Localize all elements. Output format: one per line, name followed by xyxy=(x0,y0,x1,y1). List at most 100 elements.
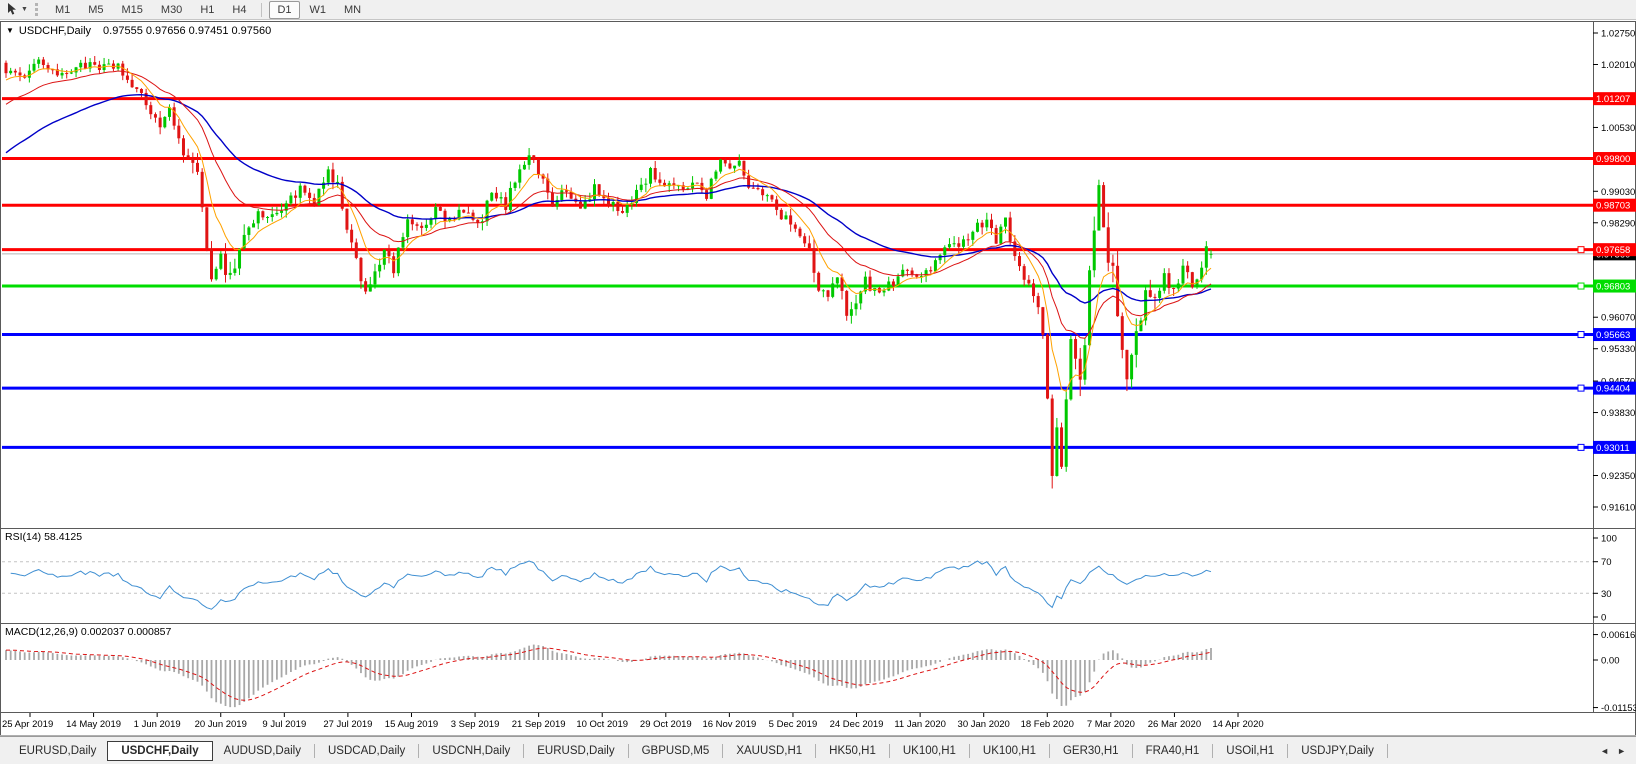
tab-divider xyxy=(1048,743,1050,758)
macd-tick-label: 0.006167 xyxy=(1601,630,1636,641)
rsi-tick-label: 30 xyxy=(1601,589,1612,600)
date-tick-label: 29 Oct 2019 xyxy=(640,719,692,730)
line-handle[interactable] xyxy=(1577,246,1585,254)
tab-divider xyxy=(888,743,890,758)
tab-divider xyxy=(1386,743,1388,758)
price-tick-label: 0.91610 xyxy=(1601,503,1635,514)
time-axis[interactable]: 25 Apr 2019 14 May 2019 1 Jun 2019 20 Jun 2… xyxy=(2,713,1264,730)
tab-USDCHF-Daily[interactable]: USDCHF,Daily xyxy=(107,740,213,761)
timeframe-button-H1[interactable]: H1 xyxy=(200,3,215,16)
date-tick-label: 1 Jun 2019 xyxy=(134,719,181,730)
tab-divider xyxy=(313,743,315,758)
price-tick-label: 0.99030 xyxy=(1601,187,1635,198)
timeframe-button-D1[interactable]: D1 xyxy=(269,0,300,19)
price-tick-label: 0.93830 xyxy=(1601,408,1635,419)
toolbar-separator xyxy=(261,2,263,17)
chart-cursor-icon[interactable] xyxy=(4,2,20,18)
timeframe-button-W1[interactable]: W1 xyxy=(309,3,327,16)
timeframe-button-MN[interactable]: MN xyxy=(344,3,362,16)
tab-USDCAD-Daily[interactable]: USDCAD,Daily xyxy=(327,744,406,757)
line-handle[interactable] xyxy=(1577,443,1585,451)
tab-divider xyxy=(1131,743,1133,758)
ma-medium-line xyxy=(5,70,1212,339)
tab-GBPUSD-M5[interactable]: GBPUSD,M5 xyxy=(641,744,710,757)
price-tick-label: 1.02750 xyxy=(1601,29,1635,40)
tab-HK50-H1[interactable]: HK50,H1 xyxy=(829,744,876,757)
tab-EURUSD-Daily[interactable]: EURUSD,Daily xyxy=(537,744,615,757)
tab-divider xyxy=(722,743,724,758)
date-tick-label: 3 Sep 2019 xyxy=(451,719,500,730)
macd-axis[interactable]: 0.006167 0.00 -0.011533 xyxy=(1593,630,1636,714)
price-tick-label: 1.00530 xyxy=(1601,123,1635,134)
date-tick-label: 5 Dec 2019 xyxy=(769,719,818,730)
date-tick-label: 27 Jul 2019 xyxy=(323,719,372,730)
tab-USDCNH-Daily[interactable]: USDCNH,Daily xyxy=(432,744,511,757)
date-tick-label: 11 Jan 2020 xyxy=(894,719,946,730)
tab-USDJPY-Daily[interactable]: USDJPY,Daily xyxy=(1301,744,1374,757)
date-tick-label: 24 Dec 2019 xyxy=(830,719,884,730)
resistance-price-label: 0.98703 xyxy=(1596,201,1630,212)
line-handle[interactable] xyxy=(1577,384,1585,392)
timeframe-button-H4[interactable]: H4 xyxy=(232,3,247,16)
date-tick-label: 14 May 2019 xyxy=(66,719,121,730)
tab-divider xyxy=(815,743,817,758)
date-tick-label: 21 Sep 2019 xyxy=(512,719,566,730)
support-price-label xyxy=(1593,279,1636,293)
tabs-scroll-right-icon[interactable]: ► xyxy=(1617,745,1626,756)
rsi-axis[interactable]: 100 70 30 0 xyxy=(1593,534,1617,624)
tab-UK100-H1[interactable]: UK100,H1 xyxy=(982,744,1036,757)
date-tick-label: 9 Jul 2019 xyxy=(262,719,306,730)
price-axis[interactable]: 1.02750 1.02010 1.00530 0.99030 0.98290 0.960… xyxy=(1593,29,1636,514)
chart-symbol-label: USDCHF,Daily xyxy=(18,25,92,37)
tabs-scroll-left-icon[interactable]: ◄ xyxy=(1600,745,1610,756)
support-price-label: 0.95663 xyxy=(1596,330,1630,341)
toolbar-grip[interactable] xyxy=(34,3,38,16)
timeframe-button-M1[interactable]: M1 xyxy=(54,3,71,16)
price-tick-label: 0.98290 xyxy=(1601,218,1635,229)
date-tick-label: 10 Oct 2019 xyxy=(576,719,628,730)
collapse-icon[interactable]: ▼ xyxy=(6,26,14,35)
timeframe-button-M15[interactable]: M15 xyxy=(121,3,143,16)
date-tick-label: 7 Mar 2020 xyxy=(1087,719,1135,730)
timeframe-buttons: M1 M5 M15 M30 H1 H4 D1 W1 MN xyxy=(46,0,370,19)
tab-divider xyxy=(418,743,420,758)
timeframe-button-M5[interactable]: M5 xyxy=(88,3,104,16)
resistance-price-label xyxy=(1593,243,1636,257)
resistance-price-label xyxy=(1593,92,1636,106)
candlesticks xyxy=(4,56,1213,489)
date-tick-label: 26 Mar 2020 xyxy=(1148,719,1201,730)
date-tick-label: 25 Apr 2019 xyxy=(2,719,53,730)
tab-EURUSD-Daily[interactable]: EURUSD,Daily xyxy=(19,744,97,757)
panel-borders xyxy=(0,21,1636,736)
line-handle[interactable] xyxy=(1577,282,1585,290)
tab-divider xyxy=(523,743,525,758)
tab-UK100-H1[interactable]: UK100,H1 xyxy=(902,744,956,757)
date-tick-label: 30 Jan 2020 xyxy=(958,719,1010,730)
resistance-price-label xyxy=(1593,152,1636,166)
date-tick-label: 15 Aug 2019 xyxy=(385,719,438,730)
support-price-label xyxy=(1593,381,1636,395)
rsi-level-lines xyxy=(2,561,1593,594)
chart-ohlc-values: 0.97555 0.97656 0.97451 0.97560 xyxy=(103,25,272,37)
price-tick-label: 0.95330 xyxy=(1601,344,1635,355)
cursor-dropdown-icon[interactable]: ▼ xyxy=(21,6,28,13)
support-price-label: 0.94404 xyxy=(1596,384,1630,395)
line-handle[interactable] xyxy=(1577,331,1585,339)
resistance-price-label xyxy=(1593,198,1636,212)
tab-XAUUSD-H1[interactable]: XAUUSD,H1 xyxy=(736,744,803,757)
support-resistance-lines xyxy=(2,97,1593,451)
tab-FRA40-H1[interactable]: FRA40,H1 xyxy=(1145,744,1200,757)
support-price-label: 0.93011 xyxy=(1596,443,1630,454)
resistance-price-label: 1.01207 xyxy=(1596,94,1630,105)
tab-AUDUSD-Daily[interactable]: AUDUSD,Daily xyxy=(223,744,301,757)
price-tick-label: 1.02010 xyxy=(1601,60,1635,71)
tab-USOil-H1[interactable]: USOil,H1 xyxy=(1226,744,1275,757)
tab-GER30-H1[interactable]: GER30,H1 xyxy=(1062,744,1119,757)
date-tick-label: 18 Feb 2020 xyxy=(1021,719,1074,730)
resistance-price-label: 0.97658 xyxy=(1596,245,1630,256)
timeframe-button-M30[interactable]: M30 xyxy=(160,3,183,16)
support-price-label xyxy=(1593,328,1636,342)
macd-indicator-label: MACD(12,26,9) 0.002037 0.000857 xyxy=(5,626,172,638)
